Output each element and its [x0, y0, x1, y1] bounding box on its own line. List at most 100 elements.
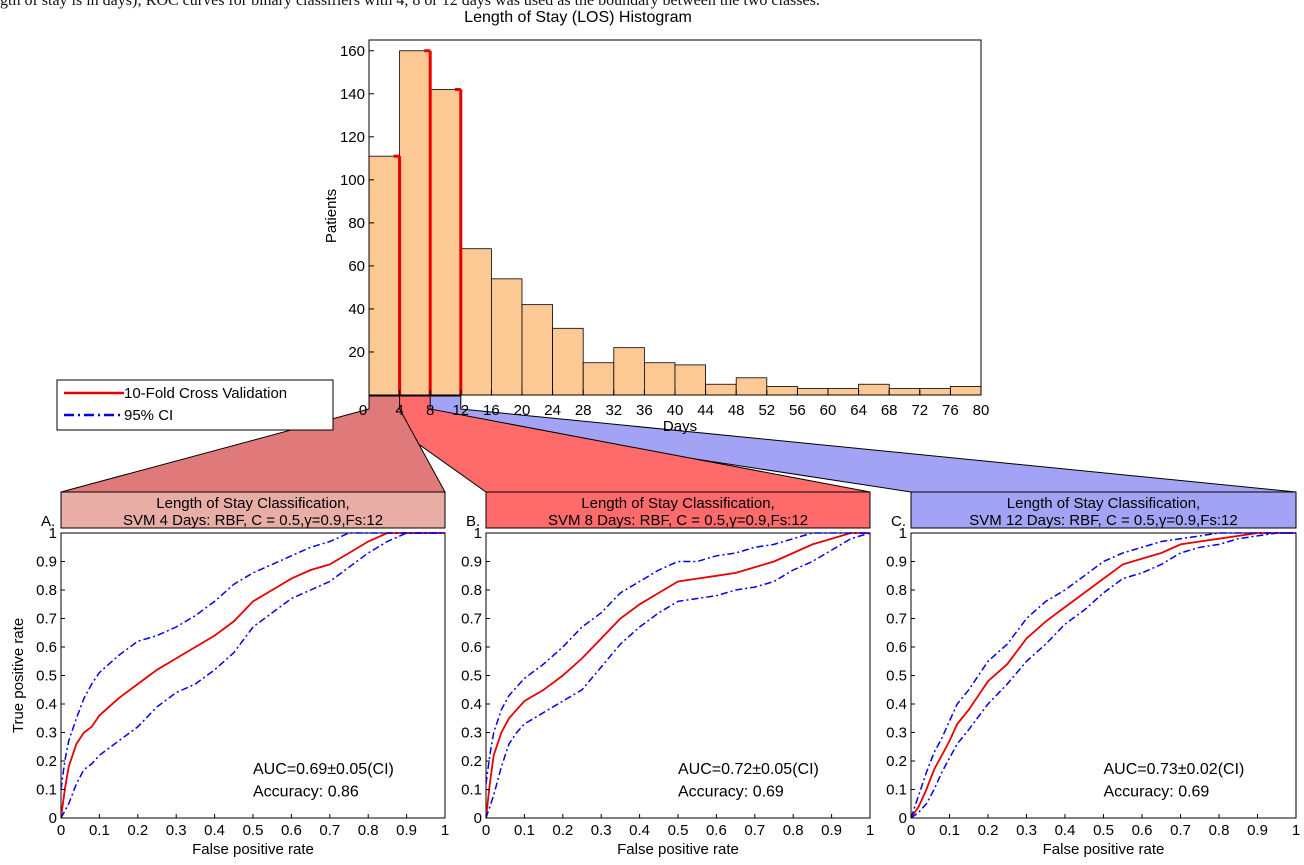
y-tick-label: 0: [49, 810, 57, 827]
ci-curve: [911, 532, 1296, 819]
x-tick-label: 1: [1292, 822, 1300, 839]
caption-fragment: gth of stay is in days); ROC curves for …: [0, 0, 820, 9]
x-tick-label: 44: [697, 402, 714, 419]
y-tick-label: 20: [348, 344, 365, 361]
x-tick-label: 52: [758, 402, 775, 419]
panel-title-line2: SVM 8 Days: RBF, C = 0.5,γ=0.9,Fs:12: [548, 512, 808, 529]
histogram-bars: [368, 50, 982, 396]
x-tick-label: 0.7: [319, 822, 340, 839]
x-tick-label: 0.3: [591, 822, 612, 839]
histogram-bar: [950, 385, 982, 396]
y-tick-label: 0.9: [886, 554, 907, 571]
plot-frame: [60, 532, 446, 819]
x-tick-label: 0.3: [1016, 822, 1037, 839]
histogram-highlight-lines: [393, 49, 463, 395]
y-tick-label: 0.4: [461, 696, 482, 713]
x-tick-label: 64: [850, 402, 867, 419]
x-tick-label: 0.4: [204, 822, 225, 839]
histogram-bar: [490, 278, 523, 396]
y-tick-label: 0.1: [886, 782, 907, 799]
roc-panel: Length of Stay Classification,SVM 4 Days…: [10, 491, 449, 858]
x-tick-label: 1: [866, 822, 874, 839]
auc-annotation: AUC=0.73±0.02(CI): [1104, 761, 1245, 778]
histogram-bar: [919, 388, 951, 396]
y-tick-label: 0.6: [36, 639, 57, 656]
y-tick-label: 0.2: [461, 753, 482, 770]
x-tick-label: 0: [907, 822, 915, 839]
ci-curve: [61, 532, 445, 790]
x-tick-label: 56: [789, 402, 806, 419]
panel-title-box: [60, 491, 446, 529]
panel-title-line2: SVM 12 Days: RBF, C = 0.5,γ=0.9,Fs:12: [969, 512, 1237, 529]
x-tick-label: 0: [57, 822, 65, 839]
histogram-bar: [888, 388, 921, 396]
plot-frame: [485, 532, 871, 819]
histogram-bar: [613, 347, 645, 396]
roc-panels: Length of Stay Classification,SVM 4 Days…: [10, 491, 1300, 858]
x-axis-label: False positive rate: [192, 841, 314, 858]
x-tick-label: 20: [514, 402, 531, 419]
histogram-bar: [521, 304, 554, 396]
histogram-bar: [827, 388, 860, 396]
y-tick-label: 0.8: [886, 582, 907, 599]
y-tick-label: 120: [340, 129, 365, 146]
x-tick-label: 80: [973, 402, 990, 419]
legend: 10-Fold Cross Validation 95% CI: [56, 379, 334, 431]
accuracy-annotation: Accuracy: 0.69: [1104, 784, 1210, 801]
x-tick-label: 0: [482, 822, 490, 839]
histogram-bar: [429, 89, 462, 396]
x-tick-label: 0.8: [358, 822, 379, 839]
los-histogram: Length of Stay (LOS) Histogram 204060801…: [323, 9, 989, 435]
y-tick-label: 0.7: [36, 611, 57, 628]
ci-curve: [486, 532, 871, 819]
x-tick-label: 0.9: [396, 822, 417, 839]
panel-title-box: [910, 491, 1297, 529]
histogram-y-ticks: 20 40 60 80 100 120 140 160: [340, 43, 374, 361]
x-tick-label: 24: [544, 402, 561, 419]
y-tick-label: 0.5: [461, 668, 482, 685]
x-tick-label: 0.3: [166, 822, 187, 839]
y-tick-label: 0.3: [886, 725, 907, 742]
x-tick-label: 60: [820, 402, 837, 419]
y-tick-label: 60: [348, 258, 365, 275]
x-tick-label: 0.1: [514, 822, 535, 839]
panel-title-line1: Length of Stay Classification,: [156, 495, 349, 512]
histogram-bar: [399, 50, 431, 396]
ci-curve: [911, 532, 1296, 819]
y-tick-label: 0.3: [461, 725, 482, 742]
y-tick-label: 1: [49, 525, 57, 542]
histogram-bar: [674, 364, 707, 396]
x-tick-label: 0.7: [744, 822, 765, 839]
histogram-title: Length of Stay (LOS) Histogram: [464, 9, 692, 26]
x-tick-label: 0.1: [939, 822, 960, 839]
y-tick-label: 1: [474, 525, 482, 542]
y-tick-label: 0.5: [886, 668, 907, 685]
histogram-x-label: Days: [663, 418, 697, 435]
histogram-bar: [858, 383, 890, 396]
legend-box: [56, 379, 334, 431]
y-tick-label: 0.5: [36, 668, 57, 685]
histogram-x-ticks: 0 4 8 12 16 20 24 28 32 36 40 44 48 52 56 60 64 68 72 76 80: [359, 390, 990, 419]
accuracy-annotation: Accuracy: 0.69: [678, 784, 784, 801]
histogram-bar: [552, 327, 584, 396]
x-tick-label: 0.2: [552, 822, 573, 839]
histogram-bar: [797, 388, 829, 396]
x-tick-label: 68: [881, 402, 898, 419]
auc-annotation: AUC=0.72±0.05(CI): [678, 761, 819, 778]
y-tick-label: 0.7: [461, 611, 482, 628]
auc-annotation: AUC=0.69±0.05(CI): [253, 761, 394, 778]
histogram-y-label: Patients: [323, 189, 340, 243]
panel-label: C.: [891, 513, 906, 530]
histogram-bar: [460, 248, 492, 396]
x-tick-label: 0.5: [243, 822, 264, 839]
histogram-bar: [705, 383, 737, 396]
y-tick-label: 0.8: [36, 582, 57, 599]
x-tick-label: 72: [911, 402, 928, 419]
y-tick-label: 0.9: [36, 554, 57, 571]
ci-curve: [61, 532, 445, 819]
x-tick-label: 4: [395, 402, 403, 419]
panel-label: B.: [466, 513, 480, 530]
y-tick-label: 0.6: [461, 639, 482, 656]
y-tick-label: 0.4: [36, 696, 57, 713]
roc-curve: [486, 532, 870, 819]
